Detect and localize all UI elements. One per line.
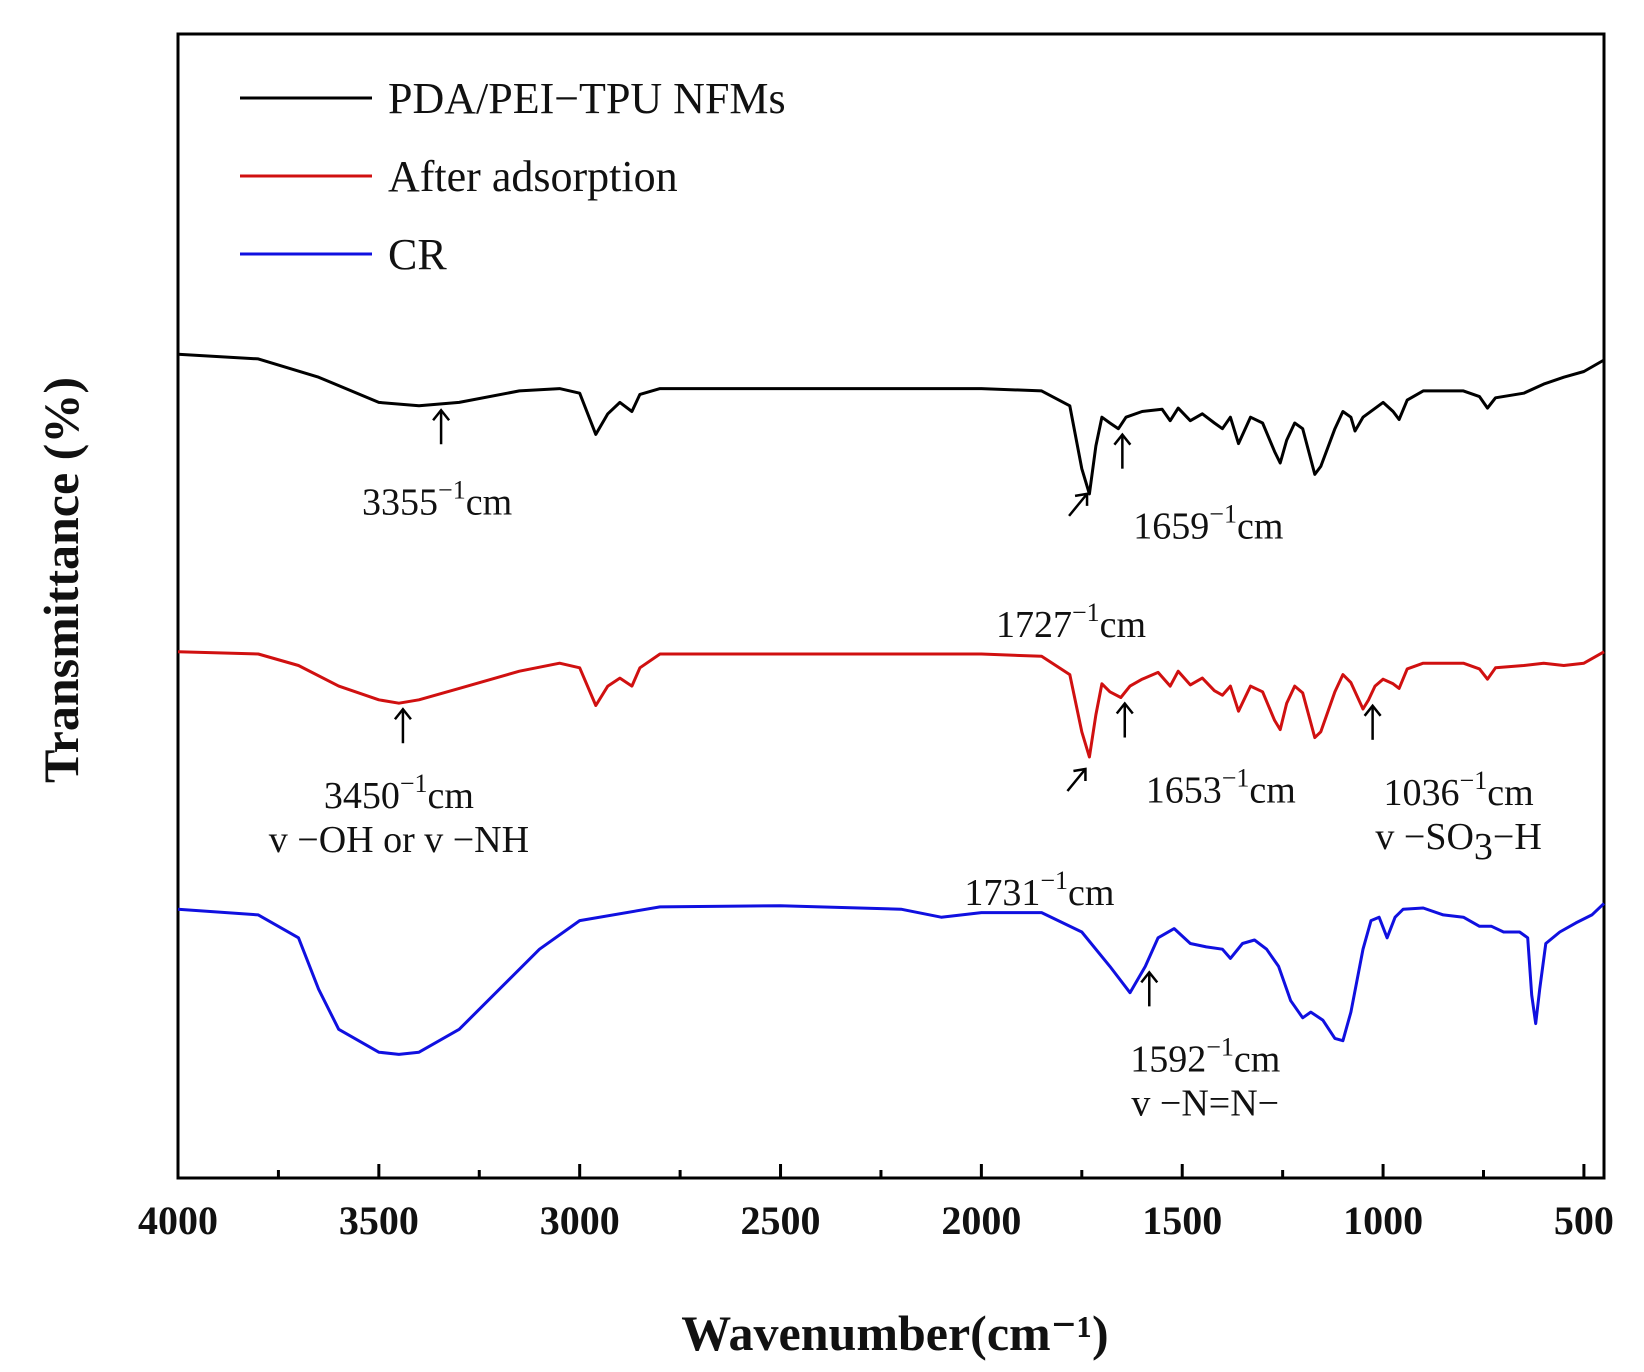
annotation-value: 1731 <box>964 872 1040 914</box>
annotation-text: 1653−1cm <box>1146 764 1296 812</box>
annotation-arrowhead <box>1073 767 1087 782</box>
x-axis: 4000 3500 3000 2500 2000 1500 1000 500 <box>138 1164 1614 1243</box>
annotation-arrowhead <box>432 408 451 422</box>
annotation-arrow <box>1068 493 1089 517</box>
annotation-arrowhead <box>1363 703 1382 717</box>
annotation-unit: cm <box>1234 1038 1280 1080</box>
annotation-value: 3355 <box>362 481 438 523</box>
annotation-text: v −OH or v −NH <box>269 819 529 861</box>
annotation-value: 1653 <box>1146 770 1222 812</box>
annotation-assignment: v −N=N− <box>1131 1082 1279 1124</box>
annotation-text: 1727−1cm <box>996 598 1146 646</box>
annotation-sup: −1 <box>1460 766 1488 795</box>
annotation-unit: cm <box>1249 770 1295 812</box>
plot-border <box>176 32 1606 1180</box>
annotation-1727: 1727−1cm <box>996 492 1146 646</box>
series-line-2 <box>177 902 1606 1056</box>
annotation-text: 1592−1cm <box>1130 1032 1280 1080</box>
annotation-3355: 3355−1cm <box>362 408 512 523</box>
annotation-sup: −1 <box>1206 1032 1234 1061</box>
annotation-value: 1727 <box>996 604 1072 646</box>
annotation-sup: −1 <box>1222 764 1250 793</box>
series-line-0 <box>177 352 1605 496</box>
annotation-sup: −1 <box>1040 866 1068 895</box>
plot-frame <box>176 32 1606 1180</box>
annotation-unit: cm <box>1237 506 1283 548</box>
annotation-unit: cm <box>1100 604 1146 646</box>
annotation-sup: −1 <box>1209 500 1237 529</box>
series-line-1 <box>177 650 1605 759</box>
annotation-arrowhead <box>1140 970 1159 984</box>
annotation-unit: cm <box>466 481 512 523</box>
x-tick-label: 3500 <box>339 1198 419 1243</box>
x-tick-label: 3000 <box>540 1198 620 1243</box>
annotation-sup: −1 <box>400 769 428 798</box>
annotation-text: 1036−1cm <box>1384 766 1534 814</box>
annotation-text: v −SO3−H <box>1375 816 1541 868</box>
annotation-text: 1731−1cm <box>964 866 1114 914</box>
annotation-sup: −1 <box>1072 598 1100 627</box>
annotation-1659: 1659−1cm <box>1113 432 1283 548</box>
x-tick-label: 500 <box>1554 1198 1614 1243</box>
x-axis-title: Wavenumber(cm⁻¹) <box>681 1305 1108 1361</box>
annotation-arrowhead <box>1074 492 1089 506</box>
legend-label-0: PDA/PEI−TPU NFMs <box>388 74 786 123</box>
legend-label-1: After adsorption <box>388 152 678 201</box>
annotation-text: 3450−1cm <box>324 769 474 817</box>
annotation-text: v −N=N− <box>1131 1082 1279 1124</box>
annotation-1653: 1653−1cm <box>1115 701 1296 812</box>
annotation-value: 1592 <box>1130 1038 1206 1080</box>
annotation-sup: −1 <box>438 475 466 504</box>
annotation-tail: −H <box>1493 816 1542 858</box>
annotation-arrow <box>1066 768 1087 792</box>
annotation-arrowhead <box>1113 432 1132 446</box>
annotation-1731: 1731−1cm <box>964 767 1114 914</box>
annotation-unit: cm <box>1487 772 1533 814</box>
annotation-assignment: v −SO <box>1375 816 1474 858</box>
annotation-arrowhead <box>1115 701 1134 715</box>
legend-label-2: CR <box>388 230 447 279</box>
annotation-text: 3355−1cm <box>362 475 512 523</box>
x-tick-label: 2500 <box>741 1198 821 1243</box>
annotation-arrowhead <box>393 707 412 721</box>
x-tick-label: 2000 <box>941 1198 1021 1243</box>
annotation-value: 1036 <box>1384 772 1460 814</box>
annotation-text: 1659−1cm <box>1133 500 1283 548</box>
x-tick-label: 1500 <box>1142 1198 1222 1243</box>
annotation-value: 3450 <box>324 775 400 817</box>
annotation-unit: cm <box>1068 872 1114 914</box>
series-layer <box>177 352 1606 1056</box>
y-axis-title: Transmittance (%) <box>33 377 89 783</box>
annotation-unit: cm <box>428 775 474 817</box>
x-tick-label: 1000 <box>1343 1198 1423 1243</box>
annotation-value: 1659 <box>1133 506 1209 548</box>
x-tick-label: 4000 <box>138 1198 218 1243</box>
legend: PDA/PEI−TPU NFMs After adsorption CR <box>240 74 786 279</box>
annotation-sub: 3 <box>1474 826 1493 868</box>
annotation-assignment: v −OH or v −NH <box>269 819 529 861</box>
